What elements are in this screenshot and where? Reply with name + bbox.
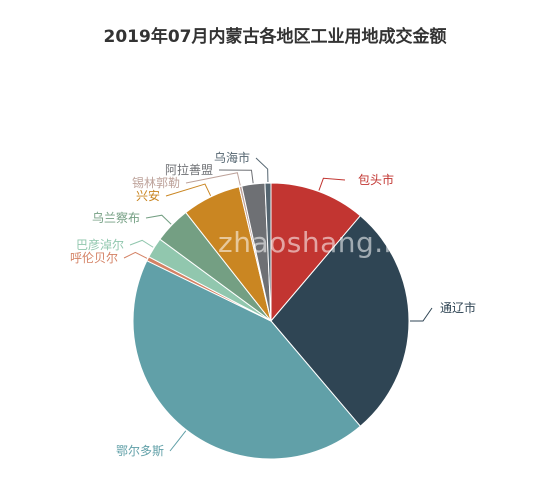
pie-slice-3[interactable]: [132, 260, 361, 460]
chart-title: 2019年07月内蒙古各地区工业用地成交金额: [103, 27, 447, 47]
leader-line-2: [410, 307, 433, 322]
slice-label-4: 呼伦贝尔: [70, 250, 118, 265]
slice-label-9: 阿拉善盟: [165, 162, 213, 177]
pie-slice-2[interactable]: [270, 215, 410, 427]
leader-line-3: [169, 430, 187, 452]
slice-label-10: 乌海市: [214, 150, 250, 165]
pie-slice-1[interactable]: [270, 182, 361, 323]
leader-line-4: [123, 251, 148, 259]
slice-label-7: 兴安: [136, 188, 160, 203]
watermark: zhaoshang.net: [218, 226, 432, 259]
leader-line-8: [185, 172, 241, 186]
leader-line-9: [218, 169, 254, 184]
slice-label-3: 鄂尔多斯: [116, 443, 164, 458]
leader-line-7: [165, 183, 212, 197]
leader-line-6: [145, 214, 172, 225]
slice-label-1: 包头市: [358, 172, 394, 187]
slice-label-5: 巴彦淖尔: [76, 237, 124, 252]
leader-line-5: [129, 239, 154, 248]
leader-line-1: [318, 177, 346, 191]
slice-label-8: 锡林郭勒: [132, 175, 180, 190]
slice-label-2: 通辽市: [440, 300, 476, 315]
slice-label-6: 乌兰察布: [92, 210, 140, 225]
leader-line-10: [255, 157, 269, 183]
pie-slice-10[interactable]: [264, 182, 272, 322]
